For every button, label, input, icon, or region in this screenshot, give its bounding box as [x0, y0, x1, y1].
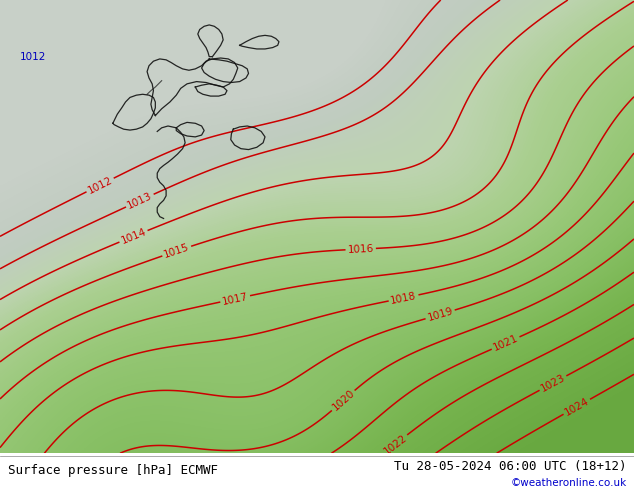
Text: 1024: 1024	[563, 396, 591, 417]
Text: 1018: 1018	[390, 291, 418, 305]
Text: 1016: 1016	[347, 244, 374, 255]
Text: ©weatheronline.co.uk: ©weatheronline.co.uk	[510, 478, 626, 489]
Text: 1020: 1020	[330, 388, 356, 413]
Text: 1019: 1019	[426, 306, 454, 323]
Text: Surface pressure [hPa] ECMWF: Surface pressure [hPa] ECMWF	[8, 465, 217, 477]
Text: 1023: 1023	[539, 372, 567, 393]
Text: 1012: 1012	[20, 51, 46, 62]
Text: 1012: 1012	[86, 174, 114, 196]
Text: 1021: 1021	[491, 333, 520, 353]
Text: 1013: 1013	[126, 191, 154, 211]
Text: 1015: 1015	[162, 242, 191, 260]
Text: 1022: 1022	[382, 432, 409, 456]
Text: 1017: 1017	[221, 291, 249, 306]
Text: Tu 28-05-2024 06:00 UTC (18+12): Tu 28-05-2024 06:00 UTC (18+12)	[394, 460, 626, 473]
Text: 1014: 1014	[119, 227, 148, 246]
